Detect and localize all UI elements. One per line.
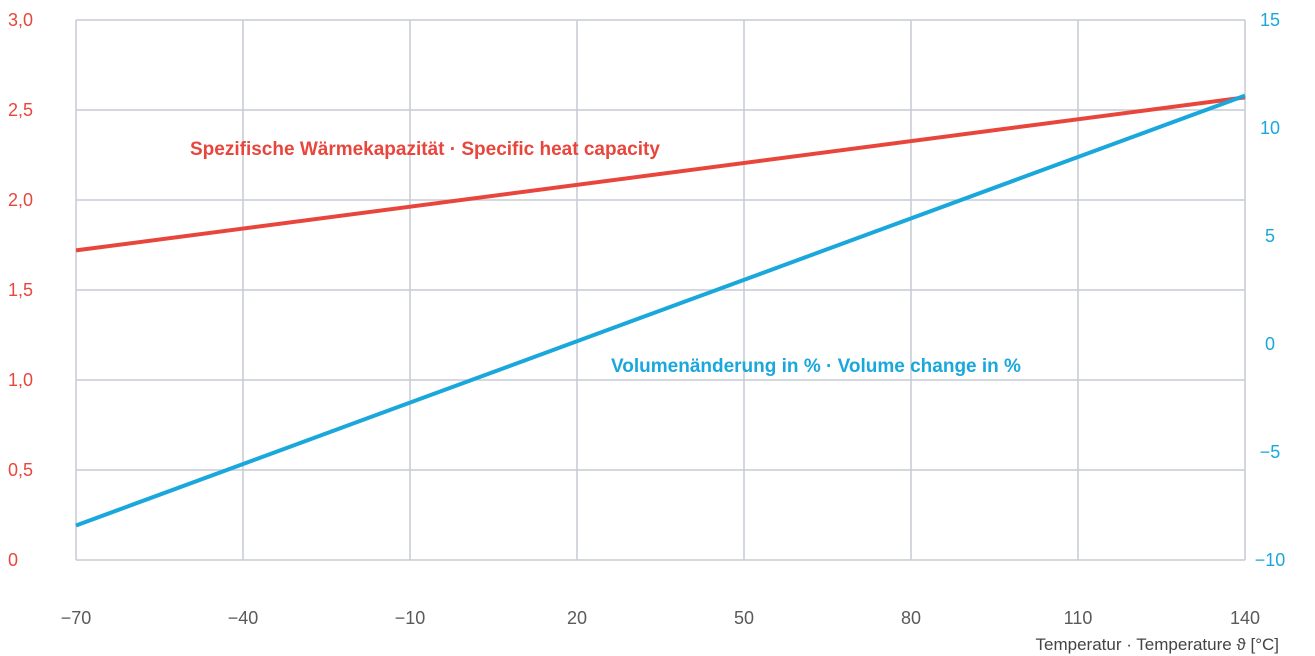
y-left-tick-label: 3,0 xyxy=(8,10,33,30)
y-left-tick-label: 1,0 xyxy=(8,370,33,390)
series-line-heat-capacity xyxy=(75,95,1246,253)
x-tick-label: 80 xyxy=(901,608,921,628)
y-left-tick-label: 2,0 xyxy=(8,190,33,210)
y-left-tick-label: 1,5 xyxy=(8,280,33,300)
y-right-tick-label: 5 xyxy=(1265,226,1275,246)
x-tick-label: 140 xyxy=(1230,608,1260,628)
tick-labels: 0 0,5 1,0 1,5 2,0 2,5 3,0 −10 −5 0 5 10 15 −70 −40 −10 2… xyxy=(8,10,1285,628)
y-right-tick-label: −5 xyxy=(1260,442,1281,462)
x-tick-label: 50 xyxy=(734,608,754,628)
y-left-tick-label: 0,5 xyxy=(8,460,33,480)
series-line-volume-change xyxy=(75,93,1246,528)
y-left-tick-label: 0 xyxy=(8,550,18,570)
x-tick-label: 110 xyxy=(1064,608,1093,628)
series-label-heat-capacity: Spezifische Wärmekapazität · Specific he… xyxy=(190,139,660,160)
series-lines xyxy=(75,93,1246,528)
y-left-tick-label: 2,5 xyxy=(8,100,33,120)
y-right-tick-label: 15 xyxy=(1260,10,1280,30)
series-label-volume-change: Volumenänderung in % · Volume change in … xyxy=(611,356,1021,377)
y-right-tick-label: 0 xyxy=(1265,334,1275,354)
x-tick-label: −40 xyxy=(228,608,259,628)
x-tick-label: −70 xyxy=(61,608,92,628)
x-tick-label: 20 xyxy=(567,608,587,628)
x-axis-title: Temperatur · Temperature ϑ [°C] xyxy=(1036,635,1279,654)
y-right-tick-label: −10 xyxy=(1255,550,1286,570)
y-right-tick-label: 10 xyxy=(1260,118,1280,138)
grid xyxy=(75,19,1246,561)
x-tick-label: −10 xyxy=(395,608,426,628)
